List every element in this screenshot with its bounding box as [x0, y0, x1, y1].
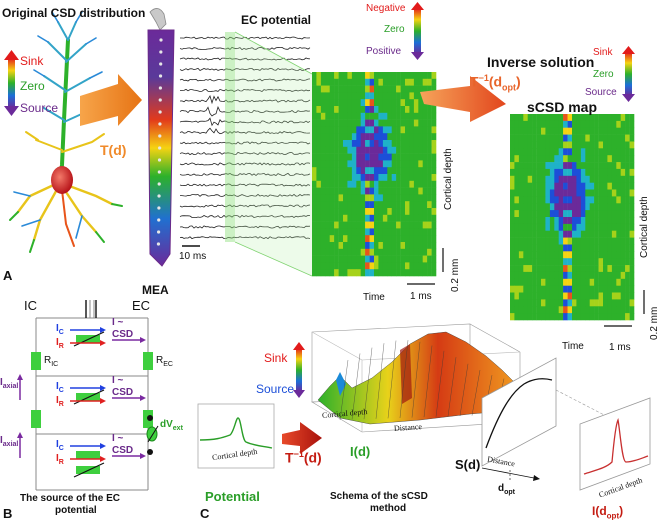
- sd-label: S(d): [455, 457, 481, 472]
- scale-source-label: Source: [20, 101, 59, 115]
- id-label: I(d): [350, 444, 371, 459]
- potential-plot: [197, 403, 275, 469]
- forward-transform-arrow: [80, 74, 142, 126]
- panel-c-sink: Sink: [264, 351, 288, 365]
- i-axial-label-1: Iaxial: [0, 377, 19, 391]
- ec-traces: [179, 36, 311, 240]
- cortical-depth-axis-2: Cortical depth: [639, 196, 650, 258]
- ec-color-scale: [414, 8, 421, 54]
- panel-b-caption-line1: The source of the EC: [20, 493, 121, 504]
- panel-a-letter: A: [3, 268, 13, 283]
- schema-caption-line1: Schema of the sCSD: [330, 491, 428, 502]
- trace-selection-band: [225, 32, 235, 242]
- ec-potential-title: EC potential: [241, 13, 312, 27]
- ic-current-1: IC: [56, 323, 64, 337]
- panel-b-caption-line2: potential: [55, 505, 97, 516]
- original-csd-title: Original CSD distribution: [2, 6, 146, 20]
- inverse-solution-arrow: [420, 76, 506, 122]
- r-ec-label: REC: [156, 355, 173, 369]
- ec-positive-label: Positive: [366, 46, 402, 57]
- inverse-solution-title: Inverse solution: [487, 54, 595, 70]
- mm-scale-2: 0.2 mm: [649, 306, 660, 340]
- idopt-label: I(dopt): [592, 504, 624, 521]
- ic-current-2: IC: [56, 381, 64, 395]
- csd-color-scale: [8, 58, 15, 108]
- ms-scale-1: 1 ms: [410, 291, 432, 302]
- scsd-source-label: Source: [585, 87, 617, 98]
- inverse-transform-arrow: [282, 422, 322, 454]
- ec-negative-label: Negative: [366, 3, 406, 14]
- i-axial-label-2: Iaxial: [0, 435, 19, 449]
- mm-scale-1: 0.2 mm: [450, 258, 461, 292]
- tinv-label: T−1(d): [285, 449, 322, 466]
- mea-label: MEA: [142, 283, 169, 297]
- scsd-map-title: sCSD map: [527, 99, 598, 115]
- mea-probe: [147, 8, 175, 267]
- ec-zero-label: Zero: [384, 24, 405, 35]
- schema-caption-line2: method: [370, 503, 407, 514]
- ic-label: IC: [24, 298, 37, 313]
- sd-curve-plot: [481, 357, 557, 482]
- ec-potential-heatmap: [312, 72, 437, 277]
- ms-scale-2: 1 ms: [609, 342, 631, 353]
- scsd-heatmap: [510, 114, 635, 321]
- ir-current-1: IR: [56, 337, 64, 351]
- panel-c-letter: C: [200, 506, 210, 521]
- scsd-zero-label: Zero: [593, 69, 614, 80]
- csd-approx-3: I ~: [112, 433, 124, 444]
- scale-zero-label: Zero: [20, 79, 45, 93]
- equivalent-circuit: [35, 300, 149, 491]
- panel-c-color-scale: [296, 348, 302, 392]
- transform-label: T(d): [100, 142, 127, 158]
- csd-label-2: CSD: [112, 387, 134, 398]
- inverse-formula: T−1(dopt): [470, 73, 521, 93]
- panel-b-letter: B: [3, 506, 13, 521]
- scsd-sink-label: Sink: [593, 47, 613, 58]
- r-ic-label: RIC: [44, 355, 59, 369]
- csd-approx-2: I ~: [112, 375, 124, 386]
- ic-current-3: IC: [56, 439, 64, 453]
- time-axis-2: Time: [562, 341, 584, 352]
- cortical-depth-axis-1: Cortical depth: [443, 148, 454, 210]
- ten-ms-label: 10 ms: [179, 251, 207, 262]
- idopt-plot: [579, 397, 651, 491]
- dv-ext-label: dVext: [160, 419, 183, 433]
- neuron-illustration: [9, 11, 123, 253]
- dopt-label: dopt: [498, 483, 515, 497]
- circuit-capacitors: [85, 300, 97, 318]
- panel-c-source: Source: [256, 382, 295, 396]
- csd-label-3: CSD: [112, 445, 134, 456]
- potential-label: Potential: [205, 489, 260, 504]
- time-axis-1: Time: [363, 292, 385, 303]
- ir-current-3: IR: [56, 453, 64, 467]
- current-arrows: [17, 327, 146, 462]
- ec-label: EC: [132, 298, 151, 313]
- scale-sink-label: Sink: [20, 54, 44, 68]
- csd-label-1: CSD: [112, 329, 134, 340]
- scsd-color-scale: [625, 52, 632, 96]
- csd-approx-1: I ~: [112, 317, 124, 328]
- ir-current-2: IR: [56, 395, 64, 409]
- 3d-surface-plot: [311, 323, 522, 433]
